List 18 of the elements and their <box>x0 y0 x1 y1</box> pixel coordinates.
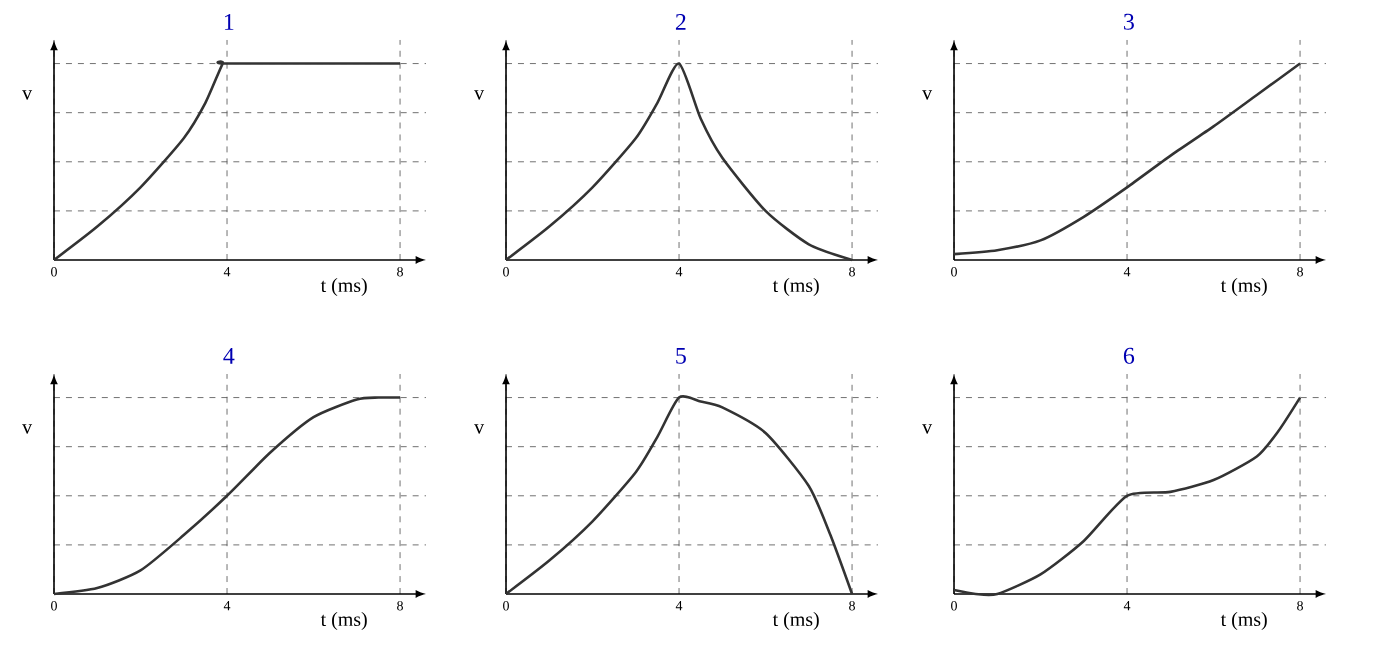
x-axis-title: t (ms) <box>772 612 819 631</box>
x-axis-title: t (ms) <box>320 278 367 297</box>
y-axis-title: v <box>922 424 933 434</box>
y-axis-title: v <box>474 424 485 434</box>
y-axis-title: v <box>922 90 933 100</box>
chart-title: 5 <box>676 347 686 364</box>
chart-title: 6 <box>1123 347 1135 364</box>
x-axis-title: t (ms) <box>772 278 819 297</box>
y-axis-title: v <box>22 424 33 434</box>
x-axis-title: t (ms) <box>1220 612 1267 631</box>
chart-title: 2 <box>675 13 686 30</box>
chart-title: 1 <box>224 14 234 30</box>
y-axis-title: v <box>22 90 33 100</box>
chart-title: 4 <box>223 348 235 364</box>
x-axis-title: t (ms) <box>1220 278 1267 297</box>
chart-title: 3 <box>1124 13 1134 30</box>
y-axis-title: v <box>474 90 485 100</box>
x-axis-title: t (ms) <box>320 612 367 631</box>
